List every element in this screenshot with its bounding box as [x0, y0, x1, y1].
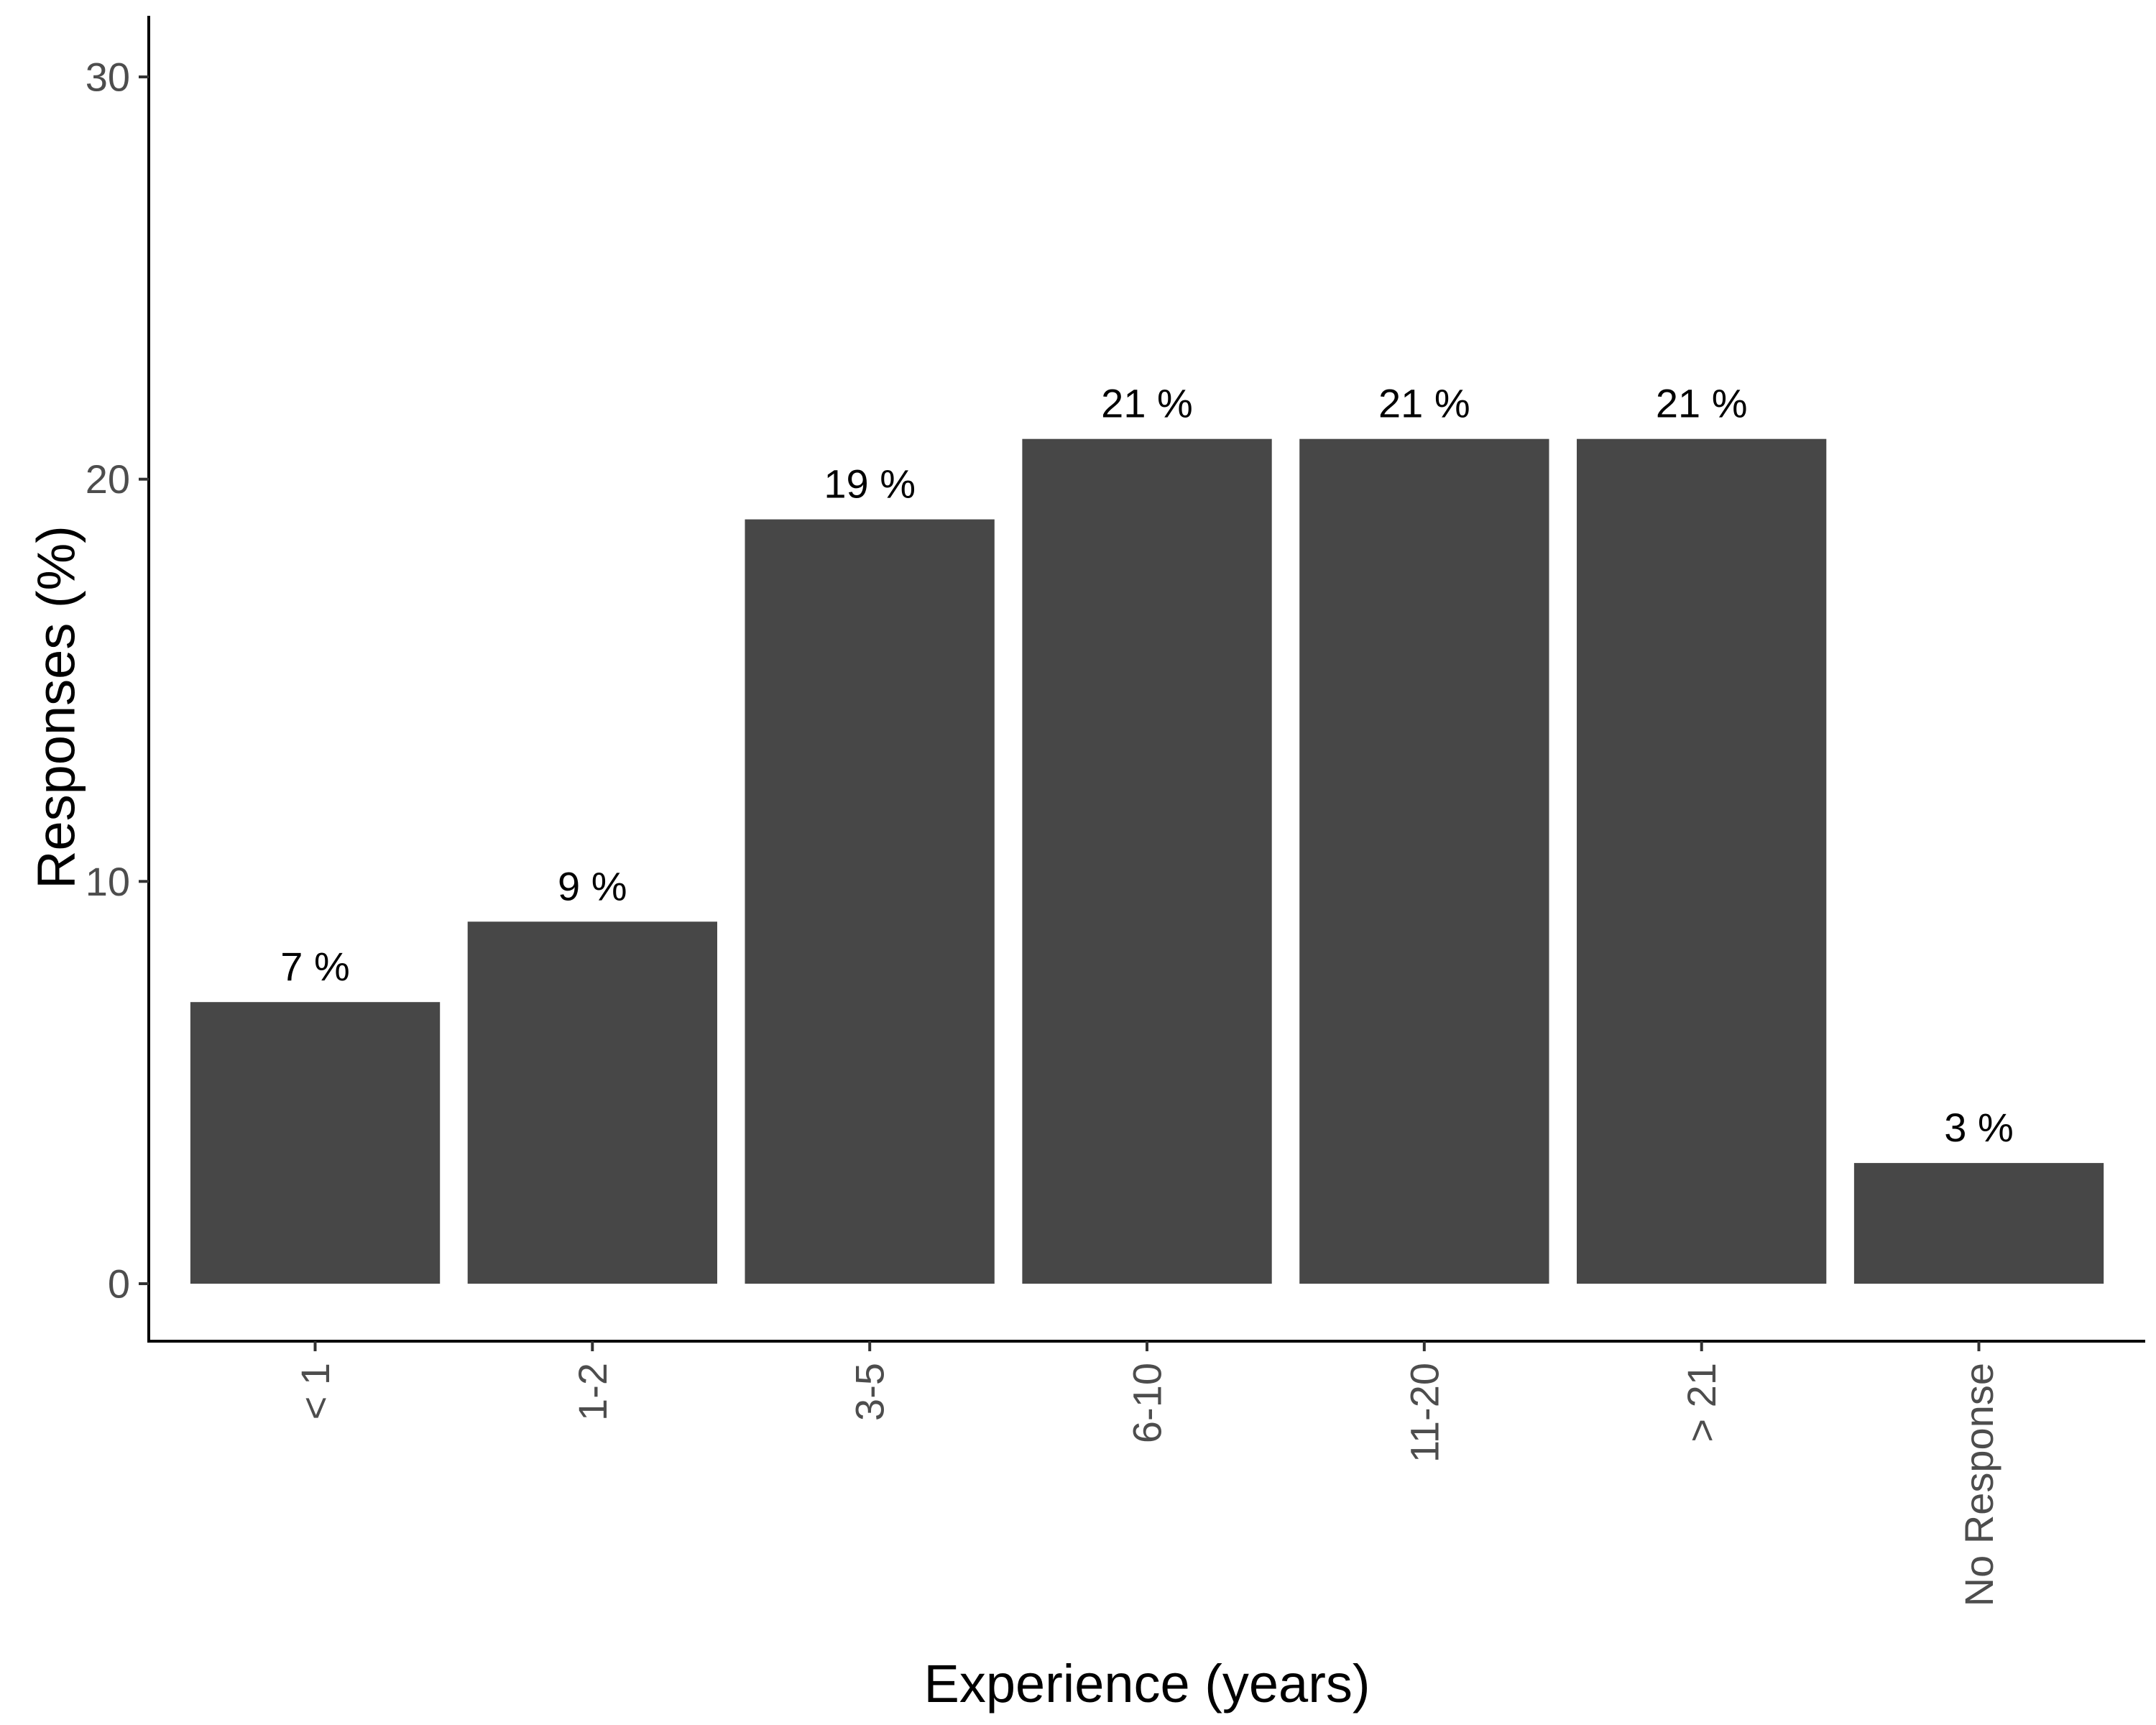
bar-5 — [1577, 438, 1827, 1284]
data-label-0: 7 % — [280, 944, 350, 989]
y-tick-label-2: 20 — [86, 456, 130, 502]
data-label-5: 21 % — [1656, 381, 1748, 426]
x-ticks-layer: < 1 1-2 3-5 6-10 11-20 > 21 No Response — [292, 1341, 2001, 1606]
y-ticks-layer: 0 10 20 30 — [86, 55, 149, 1307]
bar-4 — [1299, 438, 1549, 1284]
x-tick-label-2: 3-5 — [847, 1363, 893, 1421]
y-tick-label-1: 10 — [86, 859, 130, 904]
x-tick-label-4: 11-20 — [1401, 1363, 1447, 1463]
x-tick-label-5: > 21 — [1679, 1363, 1724, 1443]
data-label-3: 21 % — [1101, 381, 1193, 426]
y-tick-label-3: 30 — [86, 55, 130, 100]
x-tick-label-1: 1-2 — [570, 1363, 615, 1421]
bar-1 — [467, 921, 717, 1284]
data-labels-layer: 7 % 9 % 19 % 21 % 21 % 21 % 3 % — [280, 381, 2014, 1150]
data-label-2: 19 % — [824, 461, 916, 507]
data-label-6: 3 % — [1944, 1105, 2014, 1150]
x-tick-label-3: 6-10 — [1125, 1363, 1170, 1443]
bar-2 — [745, 519, 995, 1284]
y-tick-label-0: 0 — [108, 1261, 130, 1307]
bar-6 — [1853, 1163, 2104, 1284]
x-axis-title: Experience (years) — [923, 1654, 1370, 1714]
x-tick-label-6: No Response — [1956, 1363, 2001, 1606]
data-label-4: 21 % — [1378, 381, 1470, 426]
bar-3 — [1022, 438, 1272, 1284]
bars-layer — [190, 438, 2104, 1284]
x-tick-label-0: < 1 — [292, 1363, 338, 1420]
data-label-1: 9 % — [558, 863, 627, 908]
bar-0 — [190, 1002, 441, 1284]
y-axis-title: Responses (%) — [27, 525, 86, 889]
